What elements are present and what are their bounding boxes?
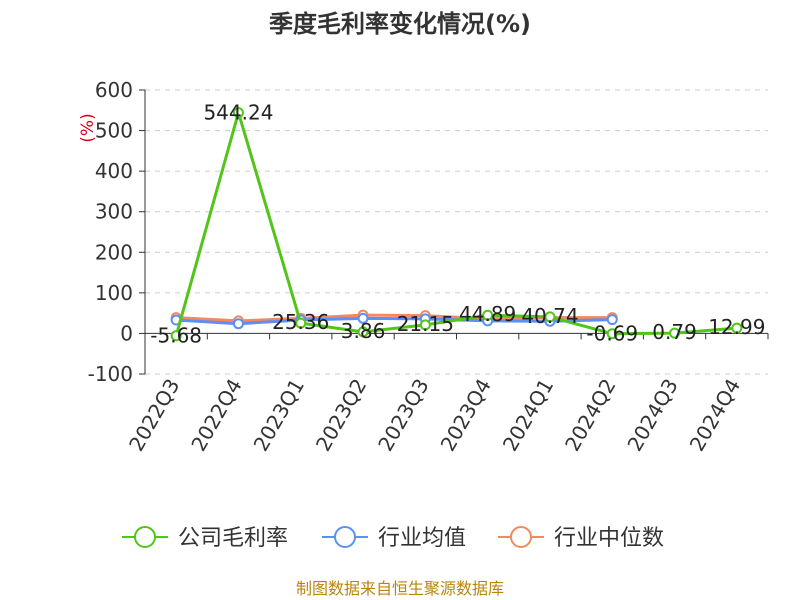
x-tick-label: 2023Q3 [373, 375, 433, 456]
x-tick-label: 2022Q4 [186, 375, 246, 456]
plot-area [170, 107, 743, 342]
chart-title: 季度毛利率变化情况(%) [269, 10, 531, 38]
x-tick-label: 2024Q3 [622, 375, 682, 456]
x-tick-label: 2023Q4 [436, 375, 496, 456]
data-point[interactable] [669, 327, 681, 339]
x-tick-label: 2022Q3 [124, 375, 184, 456]
y-tick-label: 200 [95, 240, 133, 264]
legend-swatch-marker[interactable] [510, 526, 532, 548]
y-axis-unit: (%) [78, 113, 98, 142]
data-label: 544.24 [203, 101, 273, 125]
y-tick-label: 0 [120, 321, 133, 345]
data-labels: -5.68 544.24 25.36 3.86 21.15 44.89 40.74 -0.69… [150, 101, 765, 348]
legend-label[interactable]: 公司毛利率 [178, 526, 288, 551]
data-label: 12.99 [708, 315, 765, 339]
data-point[interactable] [482, 309, 494, 321]
y-tick-label: 600 [95, 78, 133, 102]
x-tick-label: 2024Q1 [498, 375, 558, 456]
data-point[interactable] [357, 312, 369, 324]
data-label: 21.15 [397, 312, 454, 336]
data-point[interactable] [606, 328, 618, 340]
legend-label[interactable]: 行业均值 [378, 526, 466, 551]
x-tick-label: 2023Q2 [311, 375, 371, 456]
data-label: -0.69 [586, 322, 638, 346]
y-tick-label: 100 [95, 281, 133, 305]
data-point[interactable] [357, 326, 369, 338]
data-point[interactable] [232, 318, 244, 330]
x-tick-label: 2024Q2 [560, 375, 620, 456]
data-point[interactable] [606, 314, 618, 326]
y-tick-label: 500 [95, 119, 133, 143]
data-label: 3.86 [341, 319, 386, 343]
x-tick-label: 2023Q1 [249, 375, 309, 456]
y-tick-label: 300 [95, 200, 133, 224]
series-line [174, 111, 737, 337]
legend-swatch-marker[interactable] [334, 526, 356, 548]
data-label: 25.36 [272, 310, 329, 334]
data-point[interactable] [295, 317, 307, 329]
source-note: 制图数据来自恒生聚源数据库 [296, 579, 504, 598]
data-label: 44.89 [459, 302, 516, 326]
legend-label[interactable]: 行业中位数 [554, 526, 664, 551]
series-line [176, 316, 613, 326]
data-point[interactable] [731, 322, 743, 334]
y-tick-label: 400 [95, 159, 133, 183]
data-label: -5.68 [150, 324, 202, 348]
data-point[interactable] [232, 107, 244, 119]
legend-swatch-marker[interactable] [134, 526, 156, 548]
data-label: 0.79 [652, 320, 697, 344]
data-point[interactable] [544, 311, 556, 323]
data-label: 40.74 [521, 304, 578, 328]
data-point[interactable] [170, 330, 182, 342]
data-point[interactable] [419, 319, 431, 331]
grid-lines [145, 89, 768, 375]
legend: 公司毛利率 行业均值 行业中位数 [122, 526, 664, 551]
y-tick-label: -100 [88, 362, 133, 386]
x-tick-label: 2024Q4 [685, 375, 745, 456]
